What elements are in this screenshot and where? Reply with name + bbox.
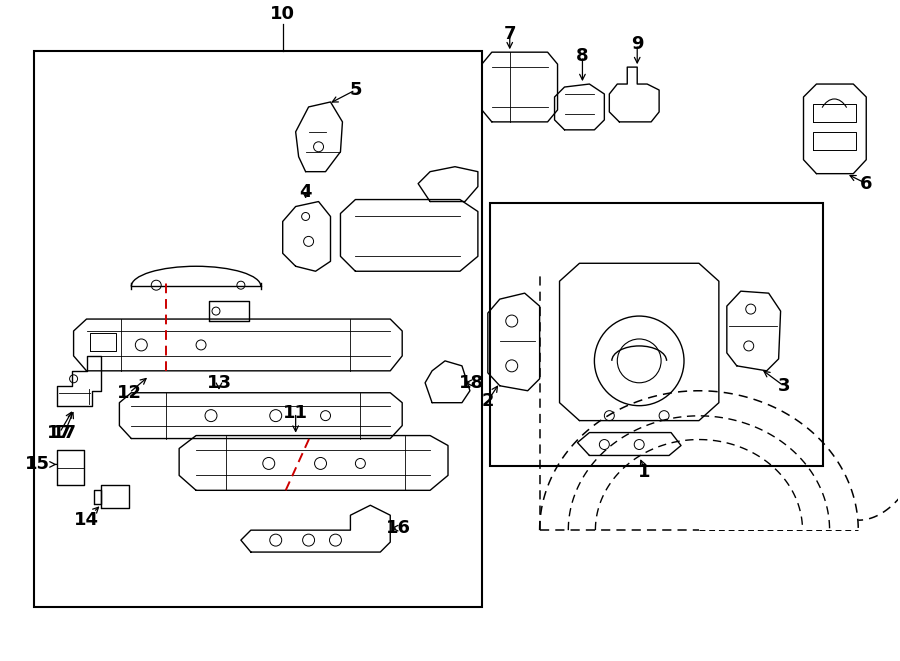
Text: 17: 17 bbox=[47, 424, 72, 442]
Text: 6: 6 bbox=[860, 175, 872, 192]
Bar bbox=[34, 51, 482, 607]
Bar bbox=[490, 202, 824, 467]
Text: 8: 8 bbox=[576, 47, 589, 65]
Text: 9: 9 bbox=[631, 35, 644, 53]
Text: 12: 12 bbox=[117, 384, 142, 402]
Text: 13: 13 bbox=[206, 373, 231, 392]
Text: 11: 11 bbox=[284, 404, 308, 422]
Text: 17: 17 bbox=[52, 424, 77, 442]
Text: 3: 3 bbox=[778, 377, 790, 395]
Text: 14: 14 bbox=[74, 511, 99, 529]
Text: 15: 15 bbox=[24, 455, 50, 473]
Text: 4: 4 bbox=[300, 182, 312, 200]
Text: 10: 10 bbox=[270, 5, 295, 23]
Text: 1: 1 bbox=[638, 463, 651, 481]
Text: 16: 16 bbox=[386, 519, 410, 537]
Text: 5: 5 bbox=[349, 81, 362, 99]
Text: 2: 2 bbox=[482, 392, 494, 410]
Text: 7: 7 bbox=[503, 25, 516, 43]
Text: 18: 18 bbox=[459, 373, 484, 392]
